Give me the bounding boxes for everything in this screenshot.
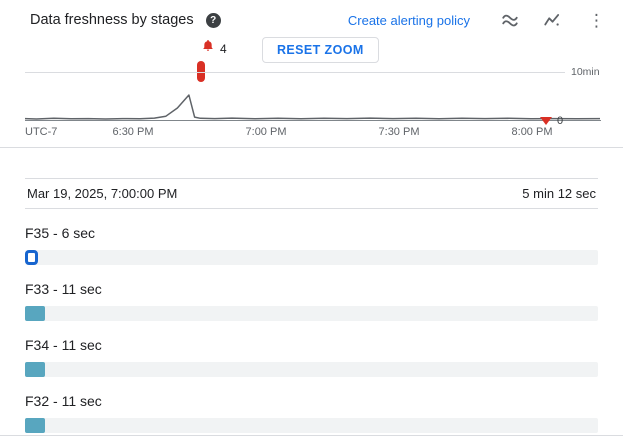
help-icon[interactable]: ? (205, 12, 221, 28)
x-axis-line (25, 120, 601, 121)
area-chart-mode-icon[interactable] (500, 10, 520, 30)
threshold-gridline (25, 72, 565, 73)
header-toolbar: Create alerting policy ⋮ (348, 10, 609, 30)
card-header: Data freshness by stages ? Create alerti… (0, 0, 623, 36)
stage-label: F33 - 11 sec (25, 281, 102, 297)
threshold-label: 10min (571, 66, 600, 78)
stage-bar-track (25, 362, 598, 377)
stage-label: F32 - 11 sec (25, 393, 102, 409)
chart-area: 4 RESET ZOOM 10min 0 UTC-7 6:30 PM 7:00 PM… (0, 36, 623, 148)
alert-count: 4 (220, 41, 227, 56)
panel-bottom-border (0, 435, 623, 436)
stage-bar[interactable] (25, 306, 46, 321)
stage-row: F33 - 11 sec (25, 281, 598, 321)
freshness-tooltip-panel: Mar 19, 2025, 7:00:00 PM 5 min 12 sec F3… (25, 178, 598, 433)
tooltip-header: Mar 19, 2025, 7:00:00 PM 5 min 12 sec (25, 178, 598, 209)
stage-bar-track (25, 250, 598, 265)
tooltip-total-duration: 5 min 12 sec (522, 186, 596, 201)
x-tick-label: 7:00 PM (245, 126, 287, 138)
tooltip-timestamp: Mar 19, 2025, 7:00:00 PM (27, 186, 178, 201)
freshness-line-chart[interactable] (0, 36, 623, 148)
alert-bell-icon (201, 39, 215, 58)
x-tick-label: 7:30 PM (378, 126, 420, 138)
line-chart-mode-icon[interactable] (542, 10, 562, 30)
reset-zoom-button[interactable]: RESET ZOOM (262, 37, 379, 63)
stage-bar-track (25, 418, 598, 433)
page-title: Data freshness by stages (30, 12, 194, 28)
alert-event-marker[interactable] (197, 61, 205, 82)
more-options-icon[interactable]: ⋮ (588, 10, 605, 30)
alert-badge[interactable]: 4 (201, 39, 227, 58)
freshness-chart-card: Data freshness by stages ? Create alerti… (0, 0, 623, 148)
x-tick-label: 8:00 PM (511, 126, 553, 138)
stage-bar[interactable] (25, 362, 46, 377)
stage-label: F34 - 11 sec (25, 337, 102, 353)
stage-bar-track (25, 306, 598, 321)
stages-list: F35 - 6 sec F33 - 11 sec F34 - 11 sec F32 -… (25, 225, 598, 433)
stage-row: F35 - 6 sec (25, 225, 598, 265)
end-marker-value: 0 (557, 115, 564, 127)
end-triangle-marker[interactable] (540, 117, 552, 125)
create-alerting-policy-link[interactable]: Create alerting policy (347, 12, 470, 28)
stage-bar[interactable] (25, 418, 46, 433)
x-tick-label: UTC-7 (25, 126, 58, 138)
stage-label: F35 - 6 sec (25, 225, 96, 241)
x-tick-label: 6:30 PM (112, 126, 154, 138)
stage-row: F34 - 11 sec (25, 337, 598, 377)
stage-row: F32 - 11 sec (25, 393, 598, 433)
stage-bar-selected[interactable] (25, 250, 38, 265)
